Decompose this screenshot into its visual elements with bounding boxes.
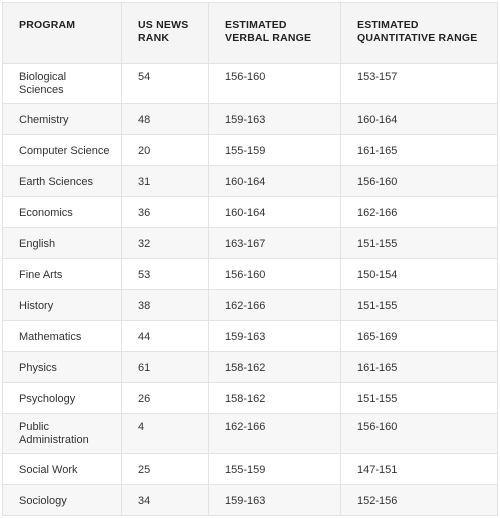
- cell-verbal: 158-162: [208, 351, 341, 383]
- cell-quant: 151-155: [340, 227, 498, 259]
- cell-rank: 53: [121, 258, 209, 290]
- cell-verbal: 159-163: [208, 320, 341, 352]
- header-quant-range: ESTIMATED QUANTITATIVE RANGE: [340, 2, 498, 64]
- table-row: Chemistry 48 159-163 160-164: [2, 103, 498, 135]
- cell-verbal: 163-167: [208, 227, 341, 259]
- cell-program: Computer Science: [2, 134, 122, 166]
- cell-rank: 26: [121, 382, 209, 414]
- table-row: Mathematics 44 159-163 165-169: [2, 320, 498, 352]
- cell-verbal: 156-160: [208, 63, 341, 104]
- table-row: Computer Science 20 155-159 161-165: [2, 134, 498, 166]
- cell-program: Chemistry: [2, 103, 122, 135]
- table-row: Public Administration 4 162-166 156-160: [2, 413, 498, 454]
- table-row: English 32 163-167 151-155: [2, 227, 498, 259]
- cell-quant: 152-156: [340, 484, 498, 516]
- cell-program: Economics: [2, 196, 122, 228]
- cell-verbal: 159-163: [208, 484, 341, 516]
- table-body: Biological Sciences 54 156-160 153-157 C…: [2, 63, 498, 516]
- cell-program: English: [2, 227, 122, 259]
- cell-quant: 156-160: [340, 165, 498, 197]
- cell-quant: 165-169: [340, 320, 498, 352]
- cell-verbal: 158-162: [208, 382, 341, 414]
- header-us-news-rank: US NEWS RANK: [121, 2, 209, 64]
- cell-program: Biological Sciences: [2, 63, 122, 104]
- cell-quant: 161-165: [340, 351, 498, 383]
- cell-program: Fine Arts: [2, 258, 122, 290]
- table-row: Social Work 25 155-159 147-151: [2, 453, 498, 485]
- cell-quant: 147-151: [340, 453, 498, 485]
- cell-rank: 32: [121, 227, 209, 259]
- table-row: History 38 162-166 151-155: [2, 289, 498, 321]
- cell-program: History: [2, 289, 122, 321]
- cell-quant: 153-157: [340, 63, 498, 104]
- cell-program: Public Administration: [2, 413, 122, 454]
- header-program: PROGRAM: [2, 2, 122, 64]
- cell-verbal: 156-160: [208, 258, 341, 290]
- cell-rank: 48: [121, 103, 209, 135]
- cell-verbal: 160-164: [208, 165, 341, 197]
- cell-rank: 25: [121, 453, 209, 485]
- cell-quant: 151-155: [340, 289, 498, 321]
- cell-quant: 162-166: [340, 196, 498, 228]
- table-row: Biological Sciences 54 156-160 153-157: [2, 63, 498, 104]
- cell-program: Mathematics: [2, 320, 122, 352]
- cell-rank: 34: [121, 484, 209, 516]
- cell-rank: 36: [121, 196, 209, 228]
- cell-rank: 44: [121, 320, 209, 352]
- table-row: Fine Arts 53 156-160 150-154: [2, 258, 498, 290]
- cell-program: Sociology: [2, 484, 122, 516]
- table-row: Sociology 34 159-163 152-156: [2, 484, 498, 516]
- table-row: Earth Sciences 31 160-164 156-160: [2, 165, 498, 197]
- cell-verbal: 160-164: [208, 196, 341, 228]
- header-row: PROGRAM US NEWS RANK ESTIMATED VERBAL RA…: [2, 2, 498, 64]
- table-row: Economics 36 160-164 162-166: [2, 196, 498, 228]
- cell-verbal: 162-166: [208, 413, 341, 454]
- cell-quant: 156-160: [340, 413, 498, 454]
- table-row: Psychology 26 158-162 151-155: [2, 382, 498, 414]
- table-header: PROGRAM US NEWS RANK ESTIMATED VERBAL RA…: [2, 2, 498, 64]
- cell-verbal: 155-159: [208, 453, 341, 485]
- cell-rank: 4: [121, 413, 209, 454]
- cell-quant: 161-165: [340, 134, 498, 166]
- cell-program: Physics: [2, 351, 122, 383]
- header-verbal-range: ESTIMATED VERBAL RANGE: [208, 2, 341, 64]
- cell-program: Social Work: [2, 453, 122, 485]
- cell-rank: 54: [121, 63, 209, 104]
- cell-quant: 150-154: [340, 258, 498, 290]
- cell-verbal: 159-163: [208, 103, 341, 135]
- cell-verbal: 155-159: [208, 134, 341, 166]
- table-row: Physics 61 158-162 161-165: [2, 351, 498, 383]
- cell-rank: 20: [121, 134, 209, 166]
- cell-program: Psychology: [2, 382, 122, 414]
- cell-verbal: 162-166: [208, 289, 341, 321]
- cell-rank: 61: [121, 351, 209, 383]
- cell-rank: 38: [121, 289, 209, 321]
- cell-program: Earth Sciences: [2, 165, 122, 197]
- cell-quant: 160-164: [340, 103, 498, 135]
- cell-quant: 151-155: [340, 382, 498, 414]
- cell-rank: 31: [121, 165, 209, 197]
